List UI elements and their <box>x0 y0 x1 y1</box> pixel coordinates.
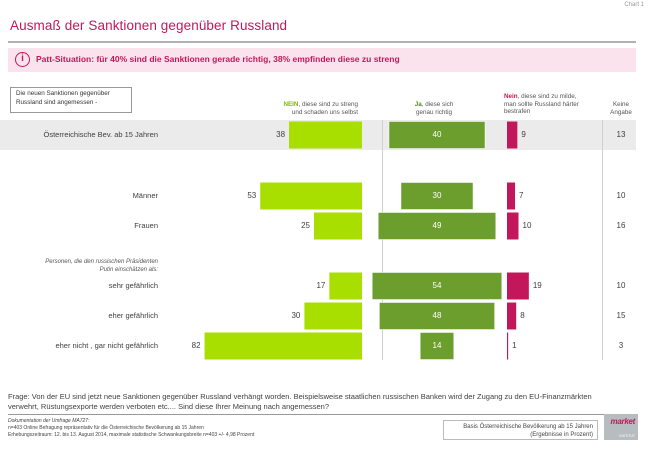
value-label-nein: 38 <box>276 130 285 139</box>
value-label-keine: 13 <box>617 130 626 139</box>
value-label-nein: 82 <box>192 341 201 350</box>
header-mild-bold: Nein <box>504 93 518 100</box>
category-label: eher gefährlich <box>108 311 158 320</box>
header-mild: Nein, diese sind zu milde, man sollte Ru… <box>504 93 579 116</box>
page-title: Ausmaß der Sanktionen gegenüber Russland <box>10 18 288 33</box>
info-icon: i <box>15 52 30 67</box>
bar-nein <box>314 212 362 240</box>
doc-line-1: Dokumentation der Umfrage MA727: <box>8 418 90 424</box>
value-label-mild: 10 <box>523 221 532 230</box>
header-keine: Keine Angabe <box>610 101 632 116</box>
header-nein-line2: und schaden uns selbst <box>291 108 358 116</box>
value-label-ja: 40 <box>433 130 442 139</box>
doc-line-2: n=403 Online Befragung repräsentativ für… <box>8 425 204 431</box>
value-label-ja: 30 <box>433 191 442 200</box>
value-label-mild: 7 <box>519 191 524 200</box>
value-label-mild: 19 <box>533 281 542 290</box>
bar-mild <box>507 302 517 330</box>
question-box: Die neuen Sanktionen gegenüber Russland … <box>10 87 132 113</box>
value-label-keine: 10 <box>617 191 626 200</box>
value-label-mild: 9 <box>521 130 526 139</box>
value-label-keine: 3 <box>619 341 624 350</box>
bar-nein <box>304 302 362 330</box>
basis-box: Basis Österreichische Bevölkerung ab 15 … <box>443 420 598 440</box>
header-mild-line3: bestrafen <box>504 108 531 115</box>
value-label-mild: 1 <box>512 341 517 350</box>
bar-ja <box>377 212 497 240</box>
callout-text: Patt-Situation: für 40% sind die Sanktio… <box>36 54 400 64</box>
header-ja-rest: , diese sich <box>421 101 454 108</box>
bar-nein <box>329 272 362 300</box>
chart-number-label: Chart 1 <box>624 2 644 8</box>
value-label-ja: 48 <box>433 311 442 320</box>
header-mild-line2: man sollte Russland härter <box>504 100 579 108</box>
header-ja: Ja, diese sich genau richtig <box>415 101 454 116</box>
column-separator <box>602 120 603 360</box>
header-nein-bold: NEIN <box>283 101 299 108</box>
bar-mild <box>507 332 509 360</box>
header-nein: NEIN, diese sind zu streng und schaden u… <box>283 101 358 116</box>
logo-subtext: INSTITUT <box>619 434 635 438</box>
basis-line-1: Basis Österreichische Bevölkerung ab 15 … <box>463 424 593 430</box>
footer-divider <box>8 414 636 415</box>
basis-line-2: (Ergebnisse in Prozent) <box>530 432 593 438</box>
header-keine-line1: Keine <box>612 101 630 108</box>
bar-ja <box>371 272 503 300</box>
bar-mild <box>507 272 529 300</box>
value-label-keine: 16 <box>617 221 626 230</box>
bar-chart: Österreichische Bev. ab 15 Jahren 38 40 9 13… <box>43 121 626 360</box>
putin-label-line2: Putin einschätzen als: <box>99 266 158 273</box>
value-label-nein: 25 <box>301 221 310 230</box>
value-label-keine: 10 <box>617 281 626 290</box>
bar-mild <box>507 121 518 149</box>
value-label-ja: 54 <box>433 281 442 290</box>
documentation-note: Dokumentation der Umfrage MA727: n=403 O… <box>8 418 254 439</box>
value-label-nein: 53 <box>247 191 256 200</box>
value-label-keine: 15 <box>617 311 626 320</box>
putin-label-line1: Personen, die den russischen Präsidenten <box>45 259 158 265</box>
header-keine-line2: Angabe <box>610 108 632 116</box>
category-label: Frauen <box>134 221 158 230</box>
header-ja-bold: Ja <box>414 101 422 108</box>
bar-mild <box>507 212 519 240</box>
value-label-ja: 49 <box>433 221 442 230</box>
logo-text: market <box>610 417 636 426</box>
callout-banner: i Patt-Situation: für 40% sind die Sankt… <box>8 48 636 72</box>
footer-question: Frage: Von der EU sind jetzt neue Sankti… <box>8 392 592 411</box>
category-label: sehr gefährlich <box>109 281 158 290</box>
category-label: eher nicht , gar nicht gefährlich <box>55 341 158 350</box>
value-label-nein: 17 <box>316 281 325 290</box>
category-label: Österreichische Bev. ab 15 Jahren <box>43 130 158 139</box>
value-label-ja: 14 <box>433 341 442 350</box>
bar-nein <box>289 121 362 149</box>
bar-mild <box>507 182 516 210</box>
title-divider <box>8 41 636 43</box>
putin-group-label: Personen, die den russischen Präsidenten… <box>4 259 158 274</box>
header-nein-rest: , diese sind zu streng <box>298 101 358 108</box>
bar-nein <box>260 182 362 210</box>
column-separator <box>382 120 383 360</box>
value-label-mild: 8 <box>520 311 525 320</box>
bar-ja <box>388 121 486 149</box>
header-mild-rest: , diese sind zu milde, <box>517 93 577 100</box>
category-label: Männer <box>133 191 159 200</box>
header-ja-line2: genau richtig <box>415 108 453 116</box>
value-label-nein: 30 <box>291 311 300 320</box>
bar-ja <box>400 182 474 210</box>
bar-ja <box>379 302 495 330</box>
market-logo: market INSTITUT <box>604 414 638 440</box>
bar-ja <box>419 332 455 360</box>
doc-line-3: Erhebungszeitraum: 12. bis 13. August 20… <box>8 432 255 438</box>
bar-nein <box>204 332 362 360</box>
